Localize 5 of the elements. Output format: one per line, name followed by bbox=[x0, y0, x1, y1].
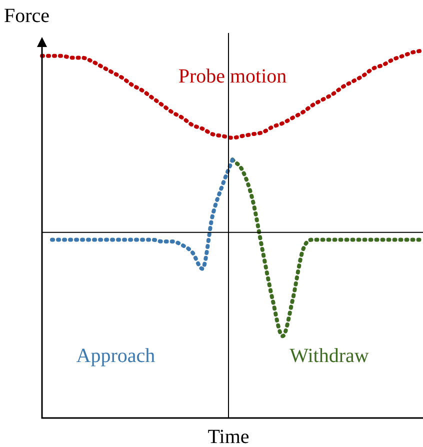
text: Approach bbox=[76, 345, 156, 368]
series-label: Probe motion bbox=[178, 65, 287, 88]
series-label: Withdraw bbox=[290, 345, 370, 368]
y-axis-title: Force bbox=[4, 5, 50, 27]
x-axis-title: Time bbox=[208, 426, 250, 447]
